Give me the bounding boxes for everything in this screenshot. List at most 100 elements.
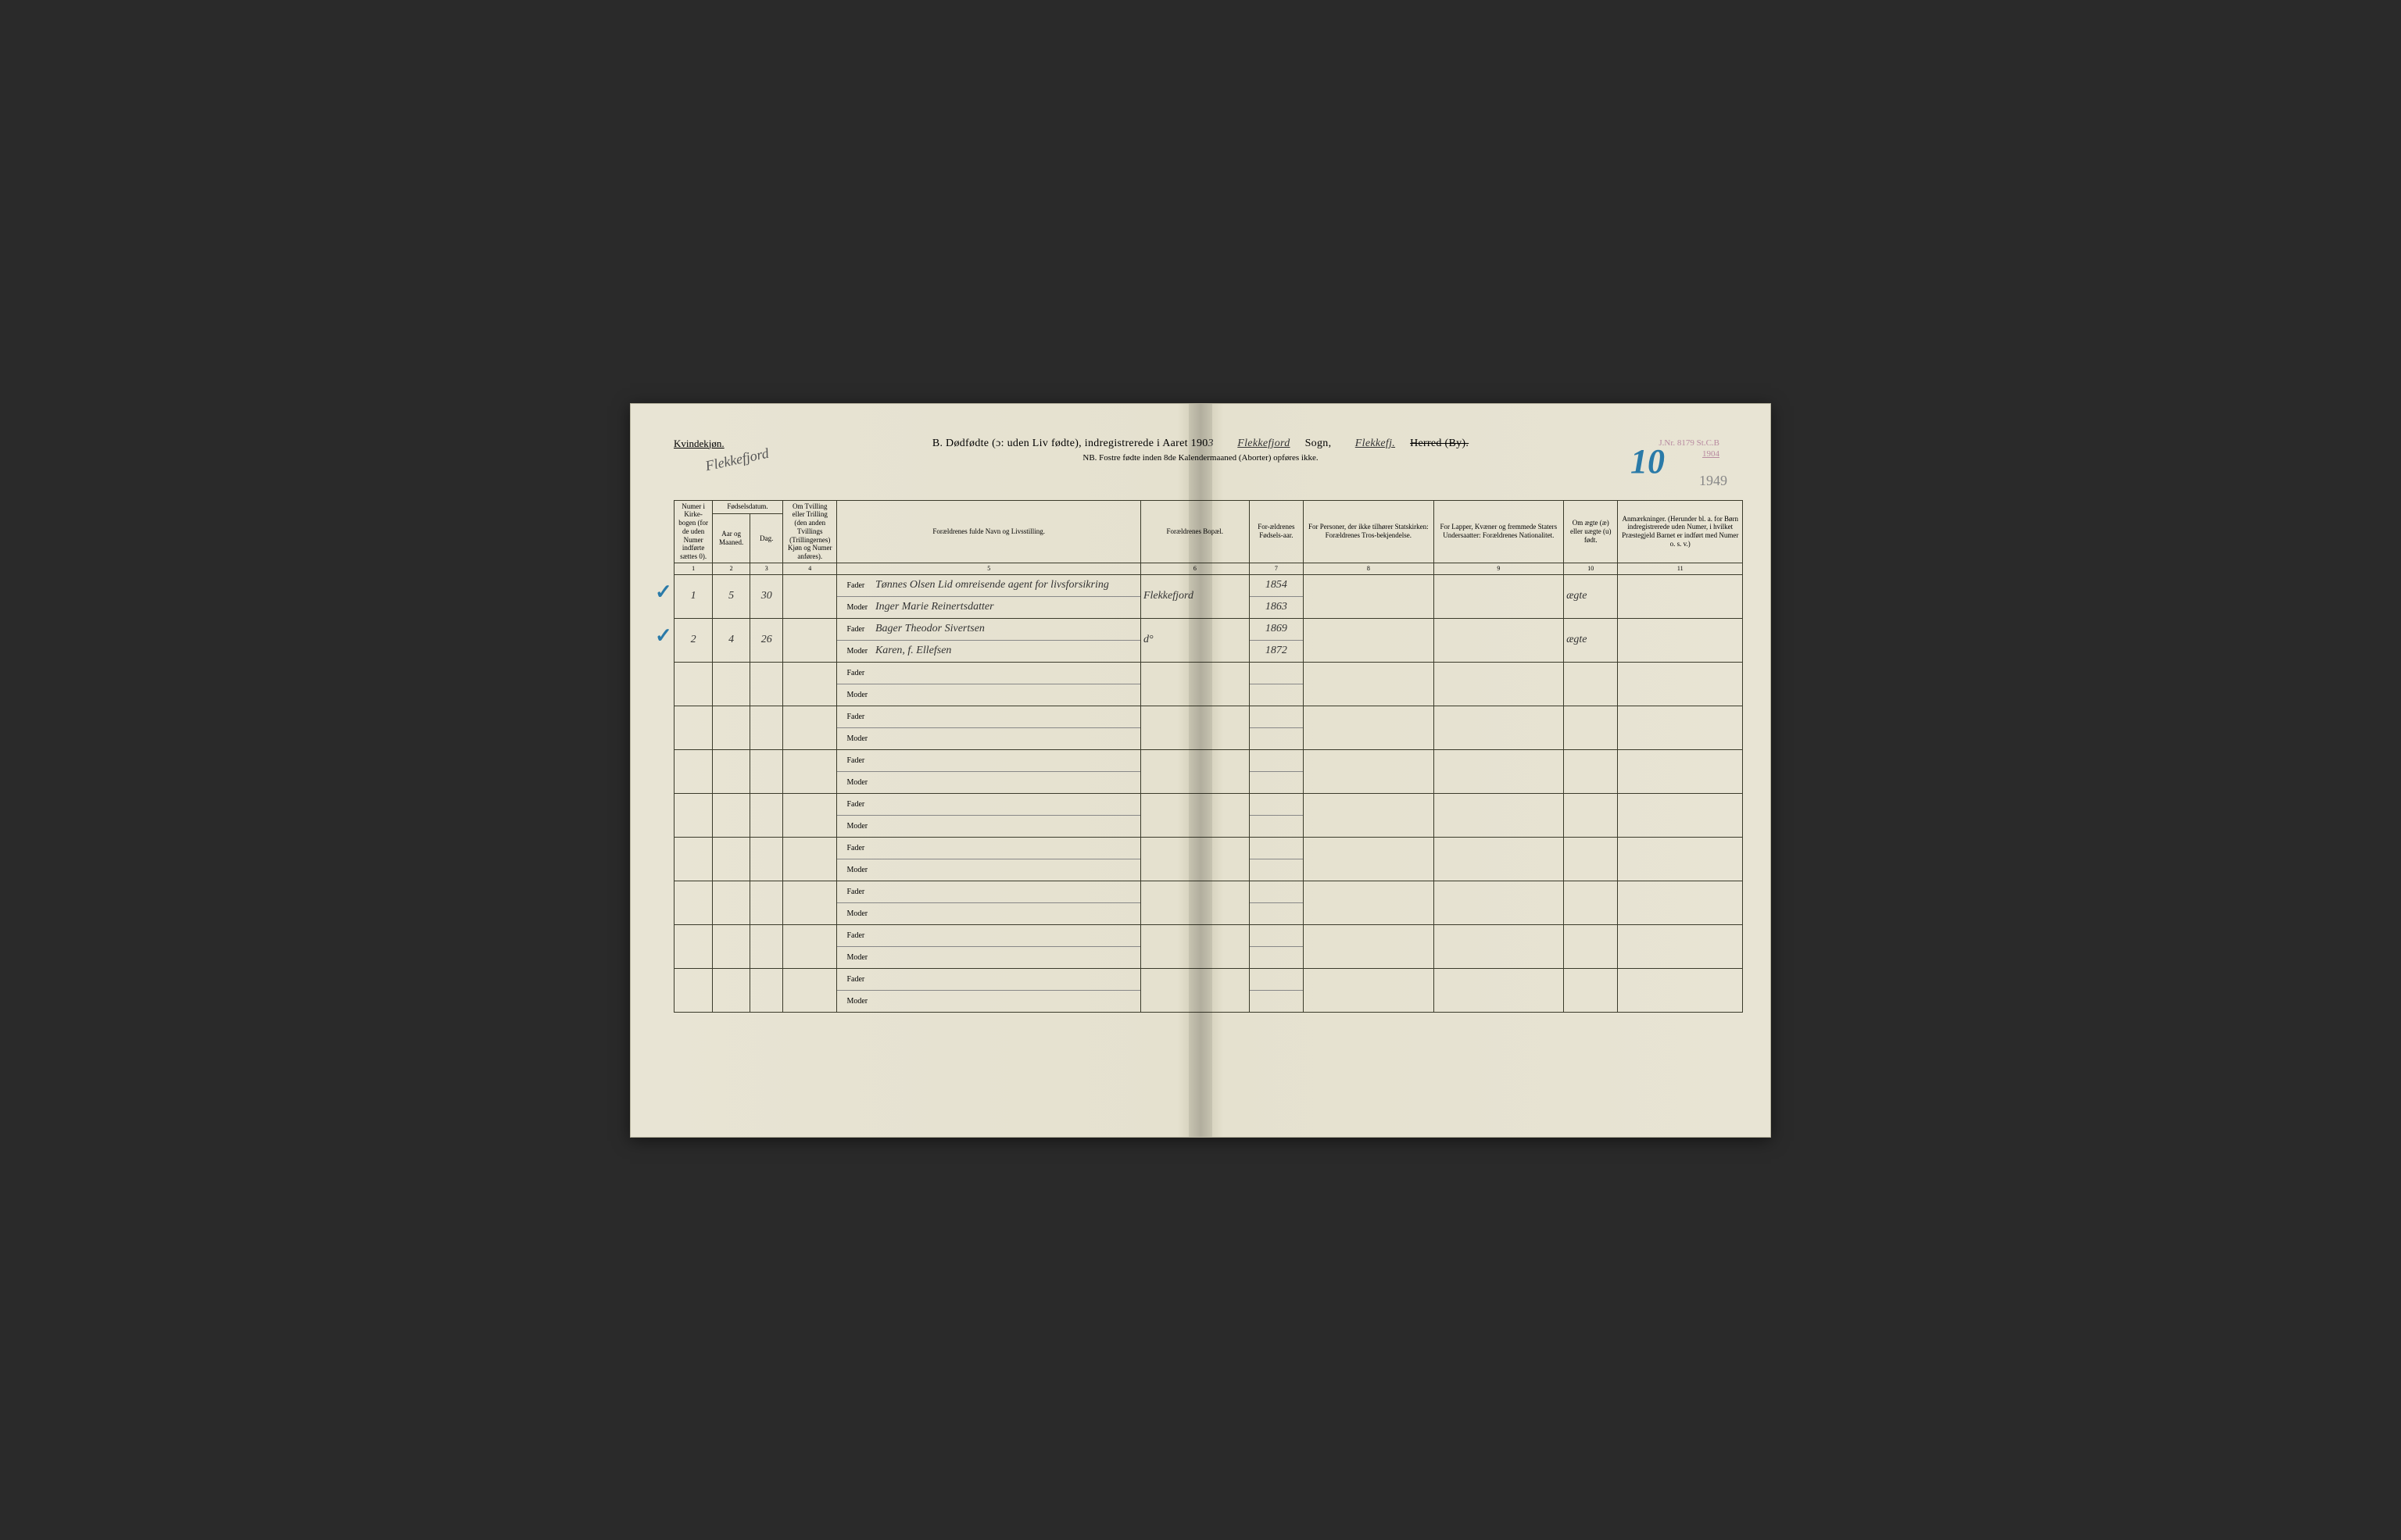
moder-label: Moder (842, 953, 873, 962)
twin-cell (783, 574, 837, 618)
legit-cell: ægte (1564, 618, 1618, 662)
moder-year (1249, 684, 1303, 706)
moder-year (1249, 946, 1303, 968)
nationality-cell (1433, 618, 1564, 662)
legit-cell (1564, 749, 1618, 793)
record-number (674, 662, 713, 706)
tros-cell (1304, 837, 1434, 881)
moder-name: Karen, f. Ellefsen (875, 645, 951, 656)
bopel-cell: d° (1140, 618, 1249, 662)
fader-year: 1869 (1249, 618, 1303, 640)
record-month (712, 837, 750, 881)
record-fader-row: ✓2426Fader Bager Theodor Sivertsend°1869… (658, 618, 1743, 640)
remarks-cell (1618, 662, 1743, 706)
twin-cell (783, 968, 837, 1012)
col-4: Om Tvilling eller Trilling (den anden Tv… (783, 500, 837, 563)
bopel-cell (1140, 881, 1249, 924)
bopel-cell (1140, 706, 1249, 749)
moder-label: Moder (842, 997, 873, 1006)
sogn-handwritten: Flekkefjord (1237, 438, 1290, 449)
colnum-5: 5 (837, 563, 1141, 575)
moder-year (1249, 990, 1303, 1012)
col-2a: Aar og Maaned. (712, 513, 750, 563)
record-fader-row: Fader (658, 837, 1743, 859)
twin-cell (783, 749, 837, 793)
herred-handwritten: Flekkefj. (1355, 438, 1395, 449)
fader-year (1249, 968, 1303, 990)
moder-year: 1872 (1249, 640, 1303, 662)
record-number (674, 968, 713, 1012)
record-number (674, 749, 713, 793)
remarks-cell (1618, 706, 1743, 749)
record-fader-row: ✓1530Fader Tønnes Olsen Lid omreisende a… (658, 574, 1743, 596)
bopel-cell (1140, 749, 1249, 793)
fader-label: Fader (842, 713, 873, 721)
moder-label: Moder (842, 734, 873, 743)
title-line: B. Dødfødte (ɔ: uden Liv fødte), indregi… (658, 438, 1743, 450)
twin-cell (783, 837, 837, 881)
moder-cell: Moder (837, 902, 1141, 924)
fader-label: Fader (842, 975, 873, 984)
bopel-cell (1140, 662, 1249, 706)
colnum-2: 2 (712, 563, 750, 575)
record-day: 26 (750, 618, 783, 662)
moder-label: Moder (842, 866, 873, 874)
nationality-cell (1433, 662, 1564, 706)
bopel-cell (1140, 793, 1249, 837)
record-month (712, 968, 750, 1012)
moder-year (1249, 859, 1303, 881)
nationality-cell (1433, 881, 1564, 924)
checkmark: ✓ (655, 624, 672, 648)
col-10: Om ægte (æ) eller uægte (u) født. (1564, 500, 1618, 563)
fader-cell: Fader Tønnes Olsen Lid omreisende agent … (837, 574, 1141, 596)
twin-cell (783, 924, 837, 968)
table-body: ✓1530Fader Tønnes Olsen Lid omreisende a… (658, 574, 1743, 1012)
moder-cell: Moder (837, 684, 1141, 706)
colnum-1: 1 (674, 563, 713, 575)
colnum-8: 8 (1304, 563, 1434, 575)
record-day (750, 968, 783, 1012)
moder-cell: Moder (837, 990, 1141, 1012)
bopel-cell (1140, 968, 1249, 1012)
moder-label: Moder (842, 822, 873, 831)
legit-cell (1564, 837, 1618, 881)
record-day (750, 793, 783, 837)
legit-cell (1564, 968, 1618, 1012)
col-7: For-ældrenes Fødsels-aar. (1249, 500, 1303, 563)
fader-cell: Fader (837, 706, 1141, 727)
stamp-year: 1904 (1659, 448, 1719, 459)
remarks-cell (1618, 924, 1743, 968)
moder-cell: Moder (837, 771, 1141, 793)
title-year: 3 (1208, 438, 1214, 449)
fader-year (1249, 749, 1303, 771)
fader-label: Fader (842, 625, 873, 634)
remarks-cell (1618, 749, 1743, 793)
record-day (750, 837, 783, 881)
nationality-cell (1433, 837, 1564, 881)
record-day (750, 706, 783, 749)
fader-label: Fader (842, 888, 873, 896)
moder-year: 1863 (1249, 596, 1303, 618)
tros-cell (1304, 793, 1434, 837)
fader-year: 1854 (1249, 574, 1303, 596)
fader-name: Bager Theodor Sivertsen (875, 623, 985, 634)
legit-cell (1564, 793, 1618, 837)
colnum-10: 10 (1564, 563, 1618, 575)
record-month (712, 706, 750, 749)
record-month (712, 924, 750, 968)
stamp-jnr: J.Nr. 8179 St.C.B (1659, 438, 1719, 448)
colnum-11: 11 (1618, 563, 1743, 575)
moder-cell: Moder Inger Marie Reinertsdatter (837, 596, 1141, 618)
twin-cell (783, 706, 837, 749)
bopel-cell (1140, 837, 1249, 881)
legit-cell (1564, 706, 1618, 749)
archive-stamp: J.Nr. 8179 St.C.B 1904 (1659, 438, 1719, 460)
fader-cell: Fader (837, 881, 1141, 902)
fader-year (1249, 662, 1303, 684)
fader-label: Fader (842, 800, 873, 809)
tros-cell (1304, 618, 1434, 662)
record-number (674, 706, 713, 749)
moder-cell: Moder (837, 859, 1141, 881)
gender-heading: Kvindekjøn. (674, 438, 725, 450)
colnum-7: 7 (1249, 563, 1303, 575)
